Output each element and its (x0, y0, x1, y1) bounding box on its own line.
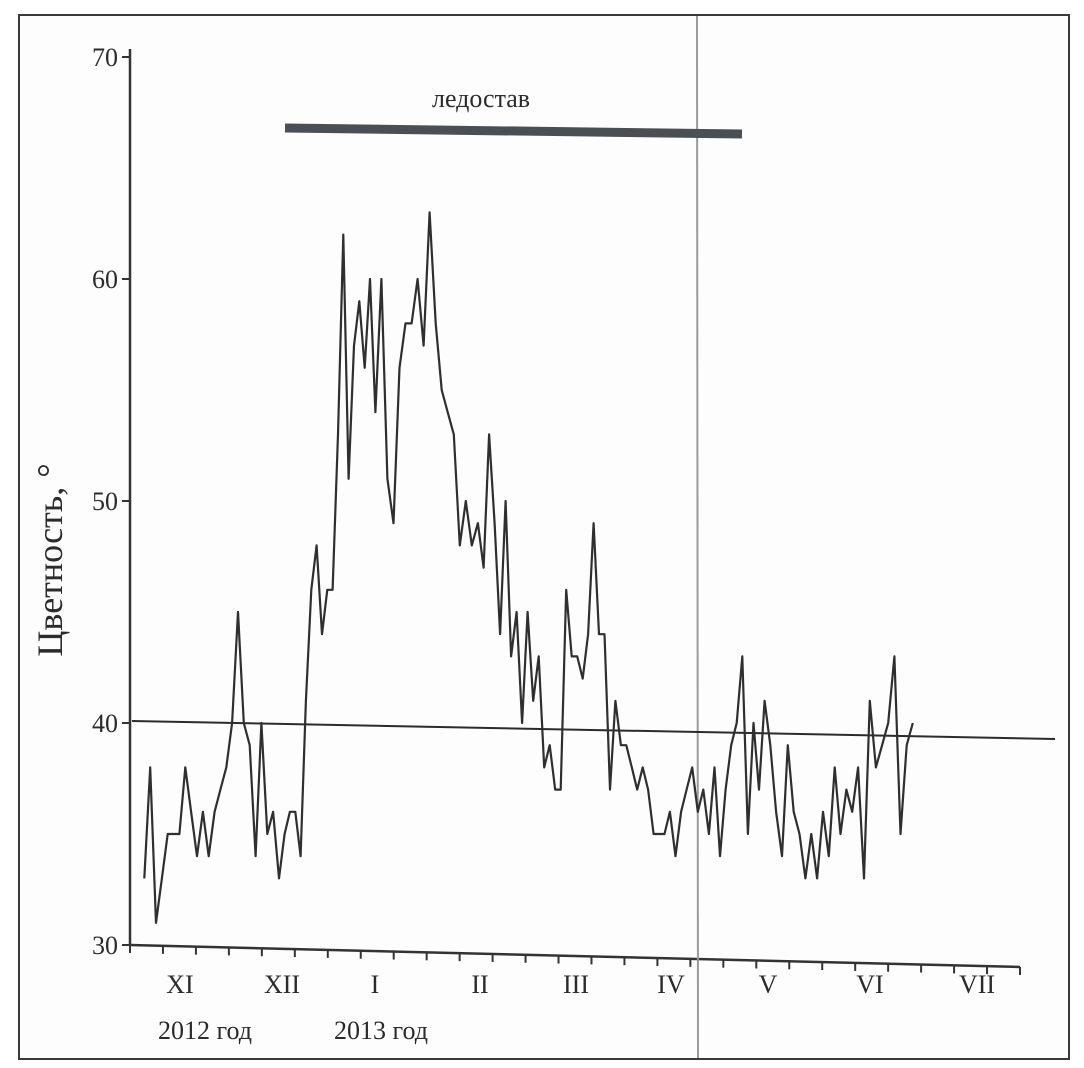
year-label-2012: 2012 год (158, 1016, 252, 1045)
series-line-0 (143, 211, 914, 924)
axes (122, 15, 1056, 1059)
ice-cover-label: ледостав (432, 84, 531, 113)
month-label-vi: VI (856, 970, 884, 999)
month-label-v: V (758, 970, 778, 999)
month-label-iii: III (563, 970, 589, 999)
y-tick-40: 40 (92, 709, 118, 738)
y-tick-30: 30 (92, 931, 118, 960)
month-label-iv: IV (657, 970, 685, 999)
month-label-xi: XI (166, 970, 194, 999)
month-label-i: I (370, 970, 380, 999)
reference-line (131, 720, 1056, 740)
y-tick-60: 60 (92, 265, 118, 294)
y-tick-70: 70 (92, 43, 118, 72)
series-group (143, 211, 914, 924)
x-axis-line (129, 943, 1021, 969)
month-label-xii: XII (263, 970, 301, 999)
year-label-2013: 2013 год (334, 1016, 428, 1045)
period-separator-line (696, 15, 699, 1059)
month-label-ii: II (471, 970, 489, 999)
ice-cover-bar (284, 123, 743, 139)
y-tick-50: 50 (92, 487, 118, 516)
chart-frame (18, 14, 1070, 1060)
month-label-vii: VII (958, 970, 996, 999)
